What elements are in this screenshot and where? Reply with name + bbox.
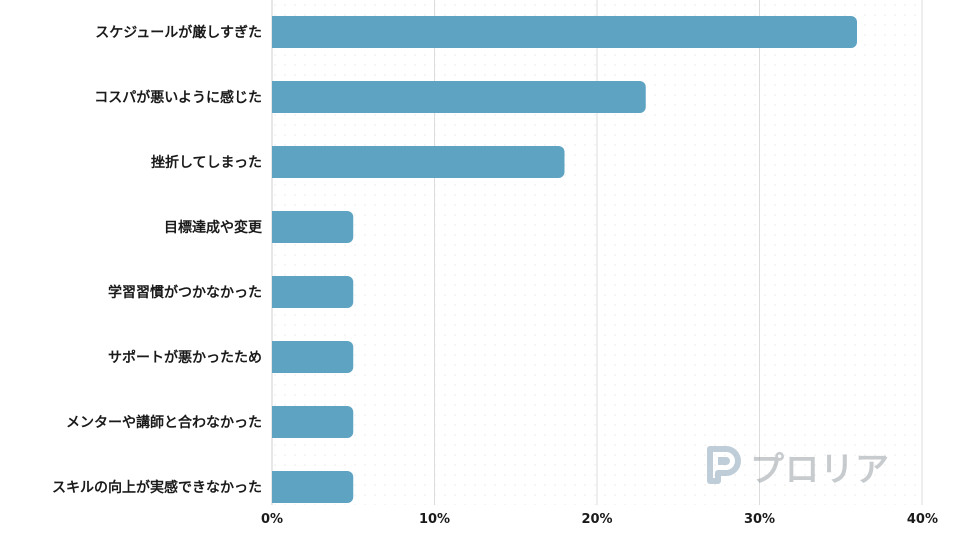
category-label: スケジュールが厳しすぎた bbox=[95, 24, 262, 41]
category-label: メンターや講師と合わなかった bbox=[66, 414, 262, 431]
bar bbox=[272, 211, 354, 243]
bar-edge bbox=[272, 146, 280, 178]
category-labels: スケジュールが厳しすぎたコスパが悪いように感じた挫折してしまった目標達成や変更学… bbox=[52, 24, 263, 496]
p-logo-icon bbox=[706, 445, 742, 489]
category-label: 学習習慣がつかなかった bbox=[108, 284, 262, 301]
x-tick-label: 40% bbox=[907, 512, 938, 527]
bar bbox=[272, 406, 354, 438]
watermark-text: プロリア bbox=[750, 450, 890, 490]
bar-edge bbox=[272, 276, 280, 308]
x-tick-label: 30% bbox=[744, 512, 775, 527]
category-label: 目標達成や変更 bbox=[164, 219, 263, 236]
category-label: サポートが悪かったため bbox=[108, 349, 262, 366]
bar-edge bbox=[272, 81, 280, 113]
bar-edge bbox=[272, 341, 280, 373]
x-tick-labels: 0% 10% 20% 30% 40% bbox=[261, 512, 938, 527]
category-label: 挫折してしまった bbox=[151, 154, 262, 171]
bar bbox=[272, 471, 354, 503]
category-label: スキルの向上が実感できなかった bbox=[52, 479, 262, 496]
bar bbox=[272, 276, 354, 308]
bar-edge bbox=[272, 406, 280, 438]
bar-edge bbox=[272, 16, 280, 48]
bar bbox=[272, 146, 565, 178]
bar bbox=[272, 16, 857, 48]
category-label: コスパが悪いように感じた bbox=[94, 89, 262, 106]
bar bbox=[272, 81, 646, 113]
bar-edge bbox=[272, 471, 280, 503]
bars bbox=[272, 16, 857, 503]
watermark: プロリア bbox=[706, 442, 890, 491]
bar bbox=[272, 341, 354, 373]
x-tick-label: 0% bbox=[261, 512, 283, 527]
x-tick-label: 20% bbox=[581, 512, 612, 527]
x-tick-label: 10% bbox=[419, 512, 450, 527]
bar-edge bbox=[272, 211, 280, 243]
